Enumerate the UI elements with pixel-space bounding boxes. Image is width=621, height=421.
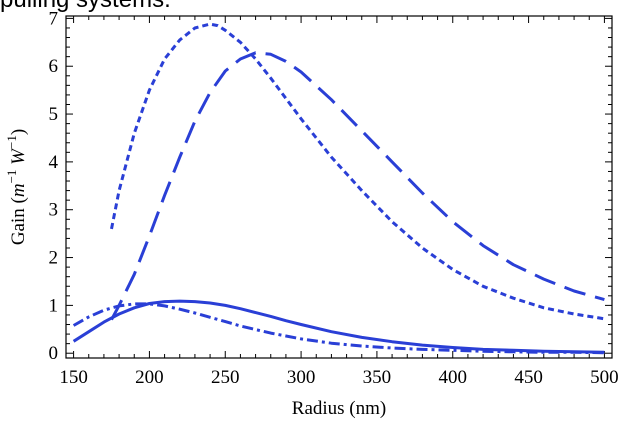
x-tick-label: 300	[287, 367, 316, 388]
x-tick-label: 350	[363, 367, 392, 388]
x-tick-label: 200	[135, 367, 164, 388]
series-line-shortdash	[110, 22, 605, 321]
series-line-dashdot	[72, 302, 605, 355]
y-axis-label-prefix: Gain (	[8, 197, 29, 245]
y-tick-label: 5	[49, 104, 59, 125]
y-axis-label-suffix: )	[8, 129, 29, 135]
caption-text: pulling systems.	[0, 0, 171, 14]
y-tick-label: 2	[49, 248, 59, 269]
series-group	[72, 22, 605, 355]
plot-frame	[65, 15, 613, 359]
x-tick-labels: 150 200 250 300 350 400 450 500	[59, 367, 618, 388]
y-tick-label: 1	[49, 295, 59, 316]
x-axis-label: Radius (nm)	[292, 398, 386, 419]
y-tick-label: 7	[49, 8, 59, 29]
x-tick-label: 250	[211, 367, 240, 388]
y-axis-label-w: W	[8, 147, 29, 170]
y-tick-labels: 0 1 2 3 4 5 6 7	[49, 8, 59, 364]
y-tick-label: 4	[49, 152, 59, 173]
y-tick-label: 3	[49, 200, 59, 221]
x-tick-label: 500	[590, 367, 619, 388]
series-line-solid	[72, 299, 605, 354]
y-tick-label: 0	[49, 343, 59, 364]
y-tick-label: 6	[49, 56, 59, 77]
x-tick-label: 450	[514, 367, 543, 388]
x-tick-label: 400	[439, 367, 468, 388]
y-axis-label-exp2: −1	[4, 135, 19, 149]
series-line-longdash	[110, 51, 605, 321]
y-axis-label-exp1: −1	[4, 170, 19, 184]
tick-marks	[66, 16, 612, 358]
y-axis-label-m: m	[8, 183, 29, 197]
x-tick-label: 150	[59, 367, 88, 388]
y-axis-label: Gain (m−1 W−1)	[4, 129, 29, 245]
